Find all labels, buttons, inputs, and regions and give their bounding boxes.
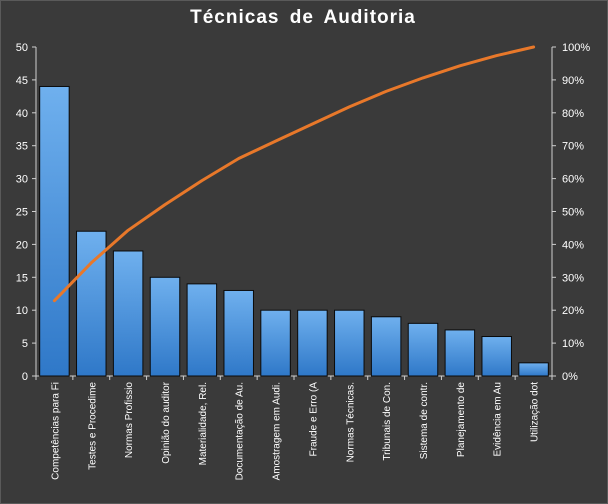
x-tick-label: Normas Profissio: [124, 382, 135, 459]
chart-title: Técnicas de Auditoria: [190, 7, 416, 28]
y2-tick-label: 0%: [562, 371, 578, 383]
y2-tick-label: 90%: [562, 75, 584, 87]
y2-tick-label: 60%: [562, 174, 584, 186]
bar: [334, 309, 365, 377]
x-tick-label: Tribunais de Con.: [382, 382, 393, 461]
y2-tick-label: 70%: [562, 141, 584, 153]
y2-tick-label: 100%: [562, 42, 590, 54]
y-tick-label: 45: [16, 75, 28, 87]
x-tick-label: Evidência em Au: [493, 382, 504, 457]
y-tick-label: 20: [16, 239, 28, 251]
x-tick-label: Utilização dot: [530, 382, 541, 442]
y-tick-label: 5: [22, 338, 28, 350]
y-tick-label: 10: [16, 305, 28, 317]
y-tick-label: 0: [22, 371, 28, 383]
y2-tick-label: 80%: [562, 108, 584, 120]
bar: [297, 309, 328, 377]
x-tick-label: Materialidade, Rel.: [198, 382, 209, 465]
y2-tick-label: 20%: [562, 305, 584, 317]
x-tick-label: Testes e Procedime: [87, 382, 98, 470]
bar: [407, 322, 439, 377]
bar: [112, 250, 144, 377]
y2-tick-label: 30%: [562, 272, 584, 284]
bar: [260, 309, 291, 377]
y-tick-label: 25: [16, 207, 28, 219]
x-tick-label: Planejamento de: [456, 382, 467, 457]
y-tick-label: 40: [16, 108, 28, 120]
y2-tick-label: 40%: [562, 239, 584, 251]
bar: [444, 329, 476, 377]
y-tick-label: 35: [16, 141, 28, 153]
y-tick-label: 30: [16, 174, 28, 186]
y2-tick-label: 10%: [562, 338, 584, 350]
bar: [518, 362, 549, 377]
y-tick-label: 15: [16, 272, 28, 284]
bar: [186, 283, 218, 377]
x-tick-label: Fraude e Erro (A: [308, 382, 319, 457]
y2-tick-label: 50%: [562, 207, 584, 219]
cumulative-line: [52, 45, 536, 303]
bar: [39, 85, 70, 377]
x-tick-label: Documentação de Au.: [235, 382, 246, 480]
x-tick-label: Normas Técnicas.: [345, 382, 356, 462]
x-tick-label: Opinião do auditor: [161, 381, 172, 463]
bar: [481, 336, 512, 377]
y-tick-label: 50: [16, 42, 28, 54]
x-tick-label: Sistema de contr.: [419, 382, 430, 459]
bar: [223, 289, 254, 377]
bar: [149, 276, 181, 377]
x-tick-label: Amostragem em Audi.: [272, 382, 283, 480]
x-tick-label: Competências para Fi: [50, 382, 61, 480]
bar: [370, 316, 402, 377]
